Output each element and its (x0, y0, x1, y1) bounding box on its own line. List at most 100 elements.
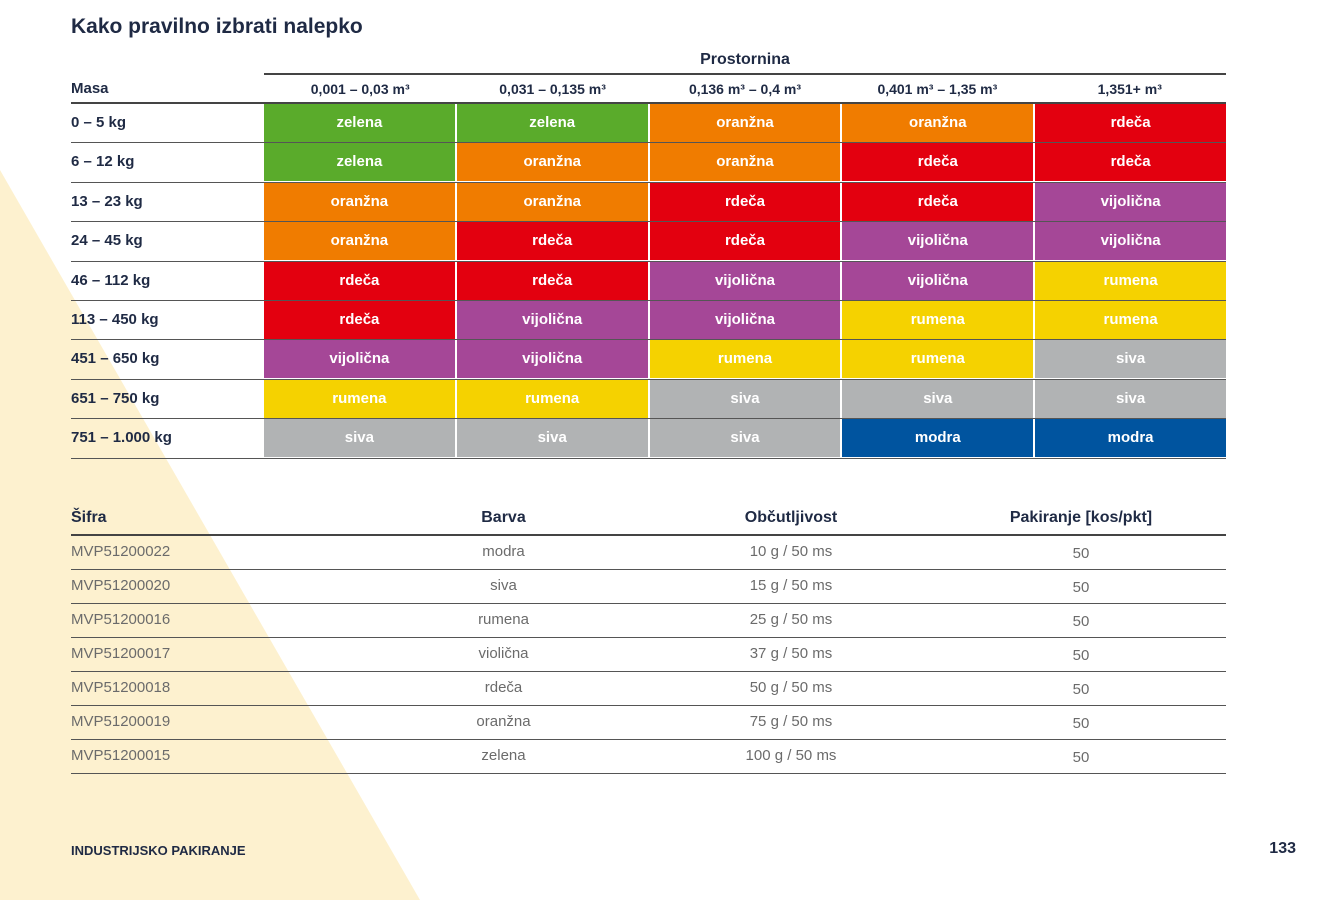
sku-header: Šifra (71, 509, 107, 526)
matrix-row: 751 – 1.000 kg siva siva siva modra modra (71, 419, 1226, 459)
product-row: MVP51200015 zelena 100 g / 50 ms 50 (71, 740, 1226, 774)
mass-range: 113 – 450 kg (71, 310, 159, 328)
matrix-rows: 0 – 5 kg zelena zelena oranžna oranžna rdeča 6… (71, 104, 1226, 459)
color-cell: violična (478, 645, 529, 662)
product-row: MVP51200020 siva 15 g / 50 ms 50 (71, 570, 1226, 604)
label-color-cell: vijolična (842, 261, 1034, 300)
color-cell: siva (490, 577, 517, 594)
label-color-cell: oranžna (264, 222, 455, 261)
volume-range-header: 0,401 m³ – 1,35 m³ (877, 81, 998, 97)
sensitivity-cell: 37 g / 50 ms (749, 645, 833, 662)
volume-range-header: 0,001 – 0,03 m³ (310, 81, 410, 97)
label-color-cell: siva (456, 419, 648, 458)
label-color-cell: vijolična (264, 340, 455, 379)
label-color-cell: rdeča (842, 182, 1034, 221)
volume-range-header: 0,031 – 0,135 m³ (499, 81, 606, 97)
label-color-cell: oranžna (264, 182, 455, 221)
label-color-cell: vijolična (842, 222, 1034, 261)
label-color-cell: modra (842, 419, 1034, 458)
matrix-row: 113 – 450 kg rdeča vijolična vijolična rumen… (71, 300, 1226, 341)
packaging-cell: 50 (1072, 715, 1090, 732)
volume-range-header: 1,351+ m³ (1097, 81, 1162, 97)
label-color-cell: rdeča (649, 222, 841, 261)
label-color-cell: rdeča (456, 261, 648, 300)
packaging-cell: 50 (1072, 613, 1090, 630)
label-color-cell: rumena (1035, 300, 1226, 339)
label-color-cell: siva (649, 419, 841, 458)
label-color-cell: rumena (842, 300, 1034, 339)
label-color-cell: rumena (842, 340, 1034, 379)
color-header: Barva (481, 509, 526, 526)
footer-section-label: INDUSTRIJSKO PAKIRANJE (71, 843, 246, 858)
label-color-cell: oranžna (649, 143, 841, 182)
sku-cell: MVP51200015 (71, 747, 171, 764)
matrix-header-row: Masa 0,001 – 0,03 m³ 0,031 – 0,135 m³ 0,… (71, 76, 1226, 102)
color-cell: zelena (481, 747, 526, 764)
label-color-cell: zelena (264, 104, 455, 142)
matrix-row: 6 – 12 kg zelena oranžna oranžna rdeča rdeča (71, 143, 1226, 183)
product-table: Šifra Barva Občutljivost Pakiranje [kos/… (71, 502, 1226, 774)
label-color-cell: vijolična (456, 300, 648, 339)
matrix-row: 46 – 112 kg rdeča rdeča vijolična vijolična r… (71, 261, 1226, 301)
mass-range: 451 – 650 kg (71, 350, 160, 368)
mass-range: 13 – 23 kg (71, 192, 143, 210)
mass-header: Masa (71, 80, 109, 97)
packaging-cell: 50 (1072, 749, 1090, 766)
product-table-header: Šifra Barva Občutljivost Pakiranje [kos/… (71, 502, 1226, 536)
label-color-cell: oranžna (456, 143, 648, 182)
label-color-cell: siva (1035, 340, 1226, 379)
label-color-cell: siva (1035, 379, 1226, 418)
sku-cell: MVP51200017 (71, 645, 171, 662)
label-color-cell: vijolična (649, 300, 841, 339)
product-row: MVP51200016 rumena 25 g / 50 ms 50 (71, 604, 1226, 638)
sku-cell: MVP51200016 (71, 611, 171, 628)
mass-range: 651 – 750 kg (71, 389, 160, 407)
color-cell: rumena (478, 611, 529, 628)
matrix-row: 13 – 23 kg oranžna oranžna rdeča rdeča vijoli… (71, 182, 1226, 223)
label-color-cell: rumena (649, 340, 841, 379)
color-cell: modra (482, 543, 525, 560)
page-number: 133 (1269, 840, 1296, 857)
label-color-cell: siva (842, 379, 1034, 418)
color-cell: rdeča (484, 679, 523, 696)
product-row: MVP51200022 modra 10 g / 50 ms 50 (71, 536, 1226, 570)
mass-range: 24 – 45 kg (71, 232, 143, 250)
label-color-cell: zelena (456, 104, 648, 142)
product-row: MVP51200017 violična 37 g / 50 ms 50 (71, 638, 1226, 672)
mass-range: 0 – 5 kg (71, 114, 127, 131)
sku-cell: MVP51200019 (71, 713, 171, 730)
matrix-row: 651 – 750 kg rumena rumena siva siva siva (71, 379, 1226, 420)
volume-divider (264, 73, 1226, 75)
packaging-header: Pakiranje [kos/pkt] (1009, 509, 1153, 526)
sensitivity-header: Občutljivost (744, 509, 838, 526)
sku-cell: MVP51200020 (71, 577, 171, 594)
sku-cell: MVP51200022 (71, 543, 171, 560)
label-color-cell: rdeča (1035, 104, 1226, 142)
page-title: Kako pravilno izbrati nalepko (71, 15, 363, 38)
packaging-cell: 50 (1072, 647, 1090, 664)
label-color-cell: siva (264, 419, 455, 458)
sensitivity-cell: 50 g / 50 ms (749, 679, 833, 696)
product-row: MVP51200018 rdeča 50 g / 50 ms 50 (71, 672, 1226, 706)
label-color-cell: vijolična (456, 340, 648, 379)
label-color-cell: rdeča (842, 143, 1034, 182)
sensitivity-cell: 75 g / 50 ms (749, 713, 833, 730)
label-color-cell: rumena (456, 379, 648, 418)
color-cell: oranžna (476, 713, 531, 730)
product-row: MVP51200019 oranžna 75 g / 50 ms 50 (71, 706, 1226, 740)
label-color-cell: siva (649, 379, 841, 418)
header-divider (71, 102, 1226, 104)
matrix-row: 0 – 5 kg zelena zelena oranžna oranžna rdeča (71, 104, 1226, 144)
matrix-row: 451 – 650 kg vijolična vijolična rumena rume… (71, 340, 1226, 380)
label-color-cell: vijolična (1035, 182, 1226, 221)
volume-range-header: 0,136 m³ – 0,4 m³ (688, 81, 801, 97)
sku-cell: MVP51200018 (71, 679, 171, 696)
label-color-cell: rumena (264, 379, 455, 418)
sensitivity-cell: 25 g / 50 ms (749, 611, 833, 628)
mass-range: 46 – 112 kg (71, 271, 151, 289)
matrix-row: 24 – 45 kg oranžna rdeča rdeča vijolična vijo… (71, 222, 1226, 262)
label-color-cell: rdeča (264, 261, 455, 300)
label-color-cell: rdeča (649, 182, 841, 221)
label-color-cell: rumena (1035, 261, 1226, 300)
sensitivity-cell: 15 g / 50 ms (749, 577, 833, 594)
